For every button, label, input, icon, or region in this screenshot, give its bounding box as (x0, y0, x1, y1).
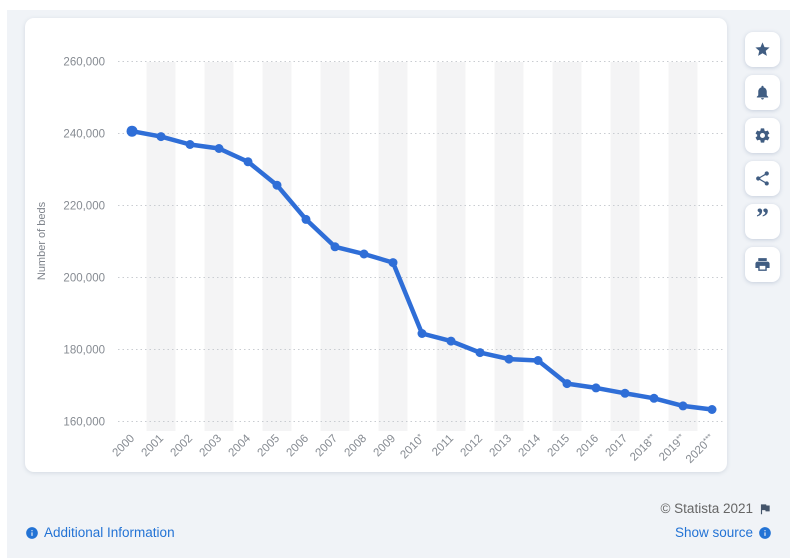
x-tick-label: 2001 (140, 433, 167, 460)
data-point[interactable] (126, 125, 138, 137)
year-stripe (262, 62, 292, 431)
info-icon (26, 526, 38, 539)
y-tick-label: 240,000 (63, 129, 105, 141)
flag-icon (760, 503, 770, 514)
data-point[interactable] (504, 354, 514, 364)
x-tick-label: 2005 (256, 433, 283, 460)
quote-icon: ” (756, 202, 769, 232)
notifications-button[interactable] (745, 75, 780, 110)
gear-icon (754, 127, 771, 144)
data-point[interactable] (533, 356, 543, 365)
y-tick-label: 200,000 (63, 273, 105, 285)
cite-button[interactable]: ” (745, 204, 780, 239)
data-point[interactable] (156, 132, 166, 142)
settings-button[interactable] (745, 118, 780, 153)
x-tick-label: 2003 (198, 433, 225, 460)
data-point[interactable] (272, 180, 282, 190)
year-stripe (668, 62, 698, 431)
x-tick-label: 2020*** (683, 432, 717, 466)
y-axis-title: Number of beds (36, 201, 48, 280)
x-tick-label: 2013 (488, 433, 515, 460)
y-tick-label: 220,000 (63, 201, 105, 213)
show-source-label: Show source (674, 525, 753, 540)
data-point[interactable] (678, 401, 688, 411)
data-point[interactable] (417, 329, 427, 338)
data-point[interactable] (301, 214, 311, 224)
x-tick-label: 2016 (575, 433, 602, 460)
x-tick-label: 2014 (517, 432, 544, 459)
y-axis-labels: 160,000 180,000 200,000 220,000 240,000 260,0… (63, 57, 105, 429)
data-point[interactable] (185, 140, 195, 149)
data-point[interactable] (359, 249, 369, 259)
data-point[interactable] (214, 144, 224, 153)
x-tick-label: 2006 (285, 433, 312, 460)
year-stripe (552, 62, 582, 431)
data-point[interactable] (388, 258, 398, 268)
data-point[interactable] (243, 157, 253, 167)
data-point[interactable] (707, 405, 717, 414)
share-button[interactable] (745, 161, 780, 196)
year-stripe (204, 62, 234, 431)
y-tick-label: 260,000 (63, 57, 105, 69)
x-tick-label: 2019** (656, 432, 688, 464)
x-tick-label: 2008 (343, 433, 370, 460)
data-point[interactable] (562, 379, 572, 389)
year-stripe (146, 62, 176, 431)
y-tick-label: 160,000 (63, 417, 105, 429)
x-axis-labels: 2000 2001 2002 2003 2004 2005 2006 2007 2008 2009… (111, 432, 718, 466)
data-point[interactable] (591, 383, 601, 393)
favorite-button[interactable] (745, 32, 780, 67)
copyright-label: © Statista 2021 (660, 501, 753, 516)
data-point[interactable] (330, 242, 340, 252)
printer-icon (754, 256, 771, 273)
additional-information-label: Additional Information (44, 525, 175, 540)
x-tick-label: 2007 (314, 433, 341, 460)
x-tick-label: 2004 (227, 432, 254, 459)
data-point[interactable] (620, 388, 630, 398)
line-chart: 160,000 180,000 200,000 220,000 240,000 260,0… (36, 57, 725, 466)
info-icon (759, 526, 771, 539)
x-tick-label: 2015 (546, 433, 573, 460)
year-stripe (378, 62, 408, 431)
y-tick-label: 180,000 (63, 345, 105, 357)
x-tick-label: 2010* (398, 432, 427, 461)
star-icon (754, 41, 771, 58)
data-point[interactable] (649, 393, 659, 403)
x-tick-label: 2017 (604, 433, 631, 460)
additional-information-link[interactable]: Additional Information (25, 525, 175, 540)
show-source-link[interactable]: Show source (675, 525, 772, 540)
print-button[interactable] (745, 247, 780, 282)
data-series (126, 125, 717, 414)
data-point[interactable] (475, 348, 485, 358)
x-tick-label: 2002 (169, 433, 196, 460)
year-stripe (610, 62, 640, 431)
action-button-rail: ” (745, 32, 780, 282)
x-tick-label: 2012 (459, 433, 486, 460)
x-tick-label: 2000 (111, 433, 138, 460)
plot-stripes (146, 62, 698, 431)
share-icon (754, 170, 771, 187)
x-tick-label: 2009 (372, 433, 399, 460)
bell-icon (754, 84, 771, 101)
chart-card: 160,000 180,000 200,000 220,000 240,000 260,0… (25, 18, 727, 472)
x-tick-label: 2018** (627, 432, 659, 464)
data-point[interactable] (446, 336, 456, 346)
copyright-notice: © Statista 2021 (660, 501, 772, 516)
year-stripe (436, 62, 466, 431)
x-tick-label: 2011 (430, 433, 456, 459)
year-stripe (494, 62, 524, 431)
